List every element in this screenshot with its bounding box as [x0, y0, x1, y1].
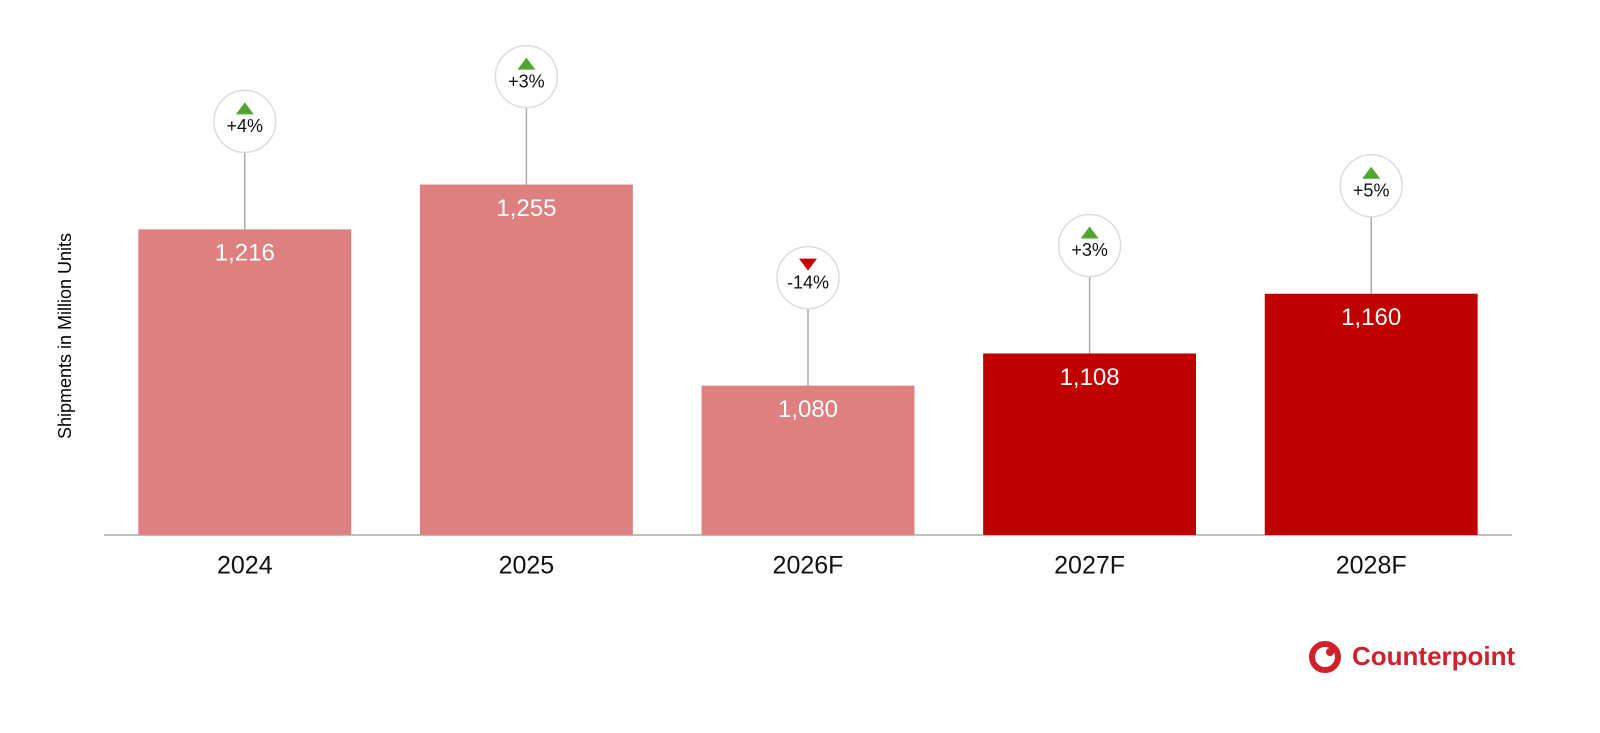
- bar: [1264, 293, 1478, 535]
- growth-label: +3%: [508, 71, 545, 91]
- logo-icon-dot: [1326, 648, 1334, 656]
- growth-bubble: [494, 44, 559, 109]
- x-tick-label: 2024: [217, 552, 273, 580]
- growth-arrow: [235, 102, 254, 115]
- growth-arrow: [1080, 226, 1099, 239]
- x-tick-label: 2025: [499, 552, 555, 580]
- bar: [419, 184, 633, 536]
- value-label: 1,216: [215, 240, 275, 267]
- growth-arrow: [517, 57, 536, 70]
- growth-label: -14%: [787, 272, 829, 292]
- growth-arrow: [1362, 166, 1381, 179]
- x-tick-label: 2028F: [1336, 552, 1407, 580]
- bar: [138, 229, 352, 535]
- growth-bubble: [213, 89, 277, 154]
- bar: [983, 353, 1197, 535]
- growth-label: +3%: [1071, 240, 1108, 260]
- logo-text: Counterpoint: [1352, 641, 1516, 671]
- x-tick-label: 2027F: [1054, 552, 1125, 580]
- y-axis-label: Shipments in Million Units: [55, 233, 75, 439]
- growth-arrow: [799, 258, 817, 271]
- logo: Counterpoint: [1309, 641, 1516, 673]
- value-label: 1,255: [496, 195, 556, 222]
- value-label: 1,080: [778, 396, 838, 423]
- growth-label: +4%: [227, 116, 264, 136]
- logo-icon: [1309, 641, 1341, 673]
- growth-bubble: [1339, 153, 1403, 218]
- value-label: 1,108: [1060, 364, 1120, 391]
- value-label: 1,160: [1341, 304, 1401, 331]
- growth-label: +5%: [1353, 180, 1390, 200]
- growth-bubble: [776, 245, 840, 310]
- growth-bubble: [1057, 213, 1122, 278]
- bar: [701, 385, 915, 535]
- x-tick-label: 2026F: [773, 552, 844, 580]
